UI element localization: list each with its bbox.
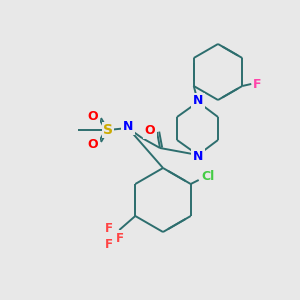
Text: F: F <box>253 77 262 91</box>
Text: O: O <box>88 110 98 122</box>
Text: F: F <box>105 238 113 250</box>
Text: Cl: Cl <box>201 169 214 182</box>
Text: N: N <box>193 149 203 163</box>
Text: O: O <box>88 137 98 151</box>
Text: F: F <box>116 232 124 244</box>
Text: F: F <box>105 223 113 236</box>
Text: S: S <box>103 123 113 137</box>
Text: N: N <box>193 94 203 107</box>
Text: O: O <box>145 124 155 137</box>
Text: N: N <box>123 121 133 134</box>
